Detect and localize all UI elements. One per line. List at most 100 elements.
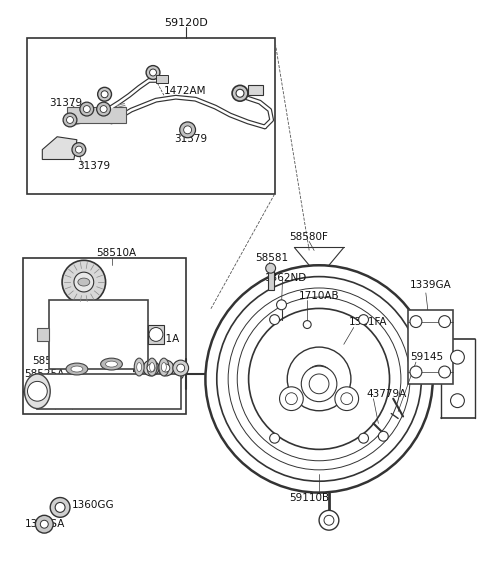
Circle shape bbox=[158, 360, 174, 376]
Circle shape bbox=[177, 364, 185, 372]
Text: 1310SA: 1310SA bbox=[24, 519, 65, 529]
Text: 58525A: 58525A bbox=[24, 369, 65, 379]
Text: 58510A: 58510A bbox=[96, 248, 137, 258]
Circle shape bbox=[162, 364, 170, 372]
Circle shape bbox=[55, 503, 65, 512]
Circle shape bbox=[184, 126, 192, 134]
Text: 58523C: 58523C bbox=[131, 368, 172, 378]
Circle shape bbox=[101, 91, 108, 98]
Text: 58513: 58513 bbox=[111, 356, 144, 366]
Ellipse shape bbox=[147, 358, 157, 376]
Circle shape bbox=[266, 263, 276, 273]
Ellipse shape bbox=[66, 363, 88, 375]
Circle shape bbox=[249, 308, 390, 449]
Circle shape bbox=[319, 511, 339, 530]
Text: 1311FA: 1311FA bbox=[349, 317, 387, 327]
Circle shape bbox=[451, 350, 464, 364]
Circle shape bbox=[74, 272, 94, 292]
Ellipse shape bbox=[101, 358, 122, 370]
Circle shape bbox=[314, 374, 324, 384]
Circle shape bbox=[305, 365, 333, 393]
Ellipse shape bbox=[106, 361, 118, 367]
Circle shape bbox=[36, 515, 53, 533]
Ellipse shape bbox=[78, 278, 90, 286]
Ellipse shape bbox=[24, 374, 50, 409]
Circle shape bbox=[287, 347, 351, 411]
Circle shape bbox=[270, 315, 279, 324]
Bar bbox=[37, 328, 49, 342]
Text: 59110B: 59110B bbox=[289, 493, 329, 503]
Circle shape bbox=[410, 366, 422, 378]
Text: 1360GG: 1360GG bbox=[72, 500, 115, 511]
Bar bbox=[49, 300, 148, 369]
Circle shape bbox=[27, 382, 47, 401]
Text: 31379: 31379 bbox=[174, 134, 207, 144]
Circle shape bbox=[143, 360, 159, 376]
Circle shape bbox=[324, 515, 334, 525]
Circle shape bbox=[309, 374, 329, 394]
Circle shape bbox=[97, 87, 111, 101]
Circle shape bbox=[84, 105, 90, 112]
Text: 58511A: 58511A bbox=[139, 335, 180, 344]
Circle shape bbox=[341, 393, 353, 405]
Circle shape bbox=[378, 431, 388, 441]
Text: 1339GA: 1339GA bbox=[410, 280, 452, 290]
Circle shape bbox=[50, 497, 70, 517]
Ellipse shape bbox=[71, 366, 83, 372]
Ellipse shape bbox=[150, 363, 155, 371]
Circle shape bbox=[236, 89, 244, 97]
Circle shape bbox=[96, 102, 110, 116]
Text: 1362ND: 1362ND bbox=[264, 273, 307, 283]
Text: 59120D: 59120D bbox=[164, 18, 207, 28]
Text: 58581: 58581 bbox=[255, 253, 288, 264]
Circle shape bbox=[150, 69, 156, 76]
Bar bbox=[408, 310, 453, 384]
Bar bbox=[27, 38, 275, 194]
Circle shape bbox=[359, 315, 369, 324]
Circle shape bbox=[276, 300, 287, 310]
Polygon shape bbox=[42, 137, 77, 159]
Circle shape bbox=[172, 368, 184, 380]
Circle shape bbox=[217, 277, 421, 481]
Circle shape bbox=[149, 328, 163, 342]
Circle shape bbox=[439, 366, 451, 378]
Ellipse shape bbox=[137, 363, 142, 371]
Text: 59145: 59145 bbox=[410, 352, 443, 362]
Circle shape bbox=[40, 520, 48, 528]
Text: 58580F: 58580F bbox=[289, 231, 328, 242]
Circle shape bbox=[359, 433, 369, 443]
Bar bbox=[23, 258, 186, 414]
Circle shape bbox=[180, 122, 195, 138]
Text: 1710AB: 1710AB bbox=[300, 291, 340, 301]
Text: 1472AM: 1472AM bbox=[164, 87, 206, 96]
Bar bbox=[37, 374, 180, 409]
Circle shape bbox=[303, 321, 311, 328]
Text: 31379: 31379 bbox=[49, 98, 83, 108]
Circle shape bbox=[24, 387, 34, 397]
Bar bbox=[268, 270, 274, 290]
Circle shape bbox=[173, 360, 189, 376]
Ellipse shape bbox=[161, 363, 167, 371]
Circle shape bbox=[335, 387, 359, 410]
Circle shape bbox=[279, 387, 303, 410]
Text: 43779A: 43779A bbox=[367, 388, 407, 399]
Ellipse shape bbox=[134, 358, 144, 376]
Ellipse shape bbox=[159, 358, 169, 376]
Circle shape bbox=[75, 146, 83, 153]
Circle shape bbox=[146, 65, 160, 80]
Text: 58593: 58593 bbox=[111, 388, 144, 398]
Circle shape bbox=[232, 85, 248, 101]
Text: 58513: 58513 bbox=[33, 356, 66, 366]
Circle shape bbox=[286, 393, 297, 405]
Bar bbox=[156, 76, 168, 84]
Bar bbox=[148, 324, 164, 344]
Circle shape bbox=[72, 143, 86, 156]
Bar bbox=[248, 85, 263, 95]
Bar bbox=[67, 107, 126, 123]
Circle shape bbox=[63, 113, 77, 127]
Circle shape bbox=[100, 105, 107, 112]
Circle shape bbox=[270, 433, 279, 443]
Circle shape bbox=[205, 265, 433, 493]
Circle shape bbox=[451, 394, 464, 407]
Circle shape bbox=[410, 316, 422, 328]
